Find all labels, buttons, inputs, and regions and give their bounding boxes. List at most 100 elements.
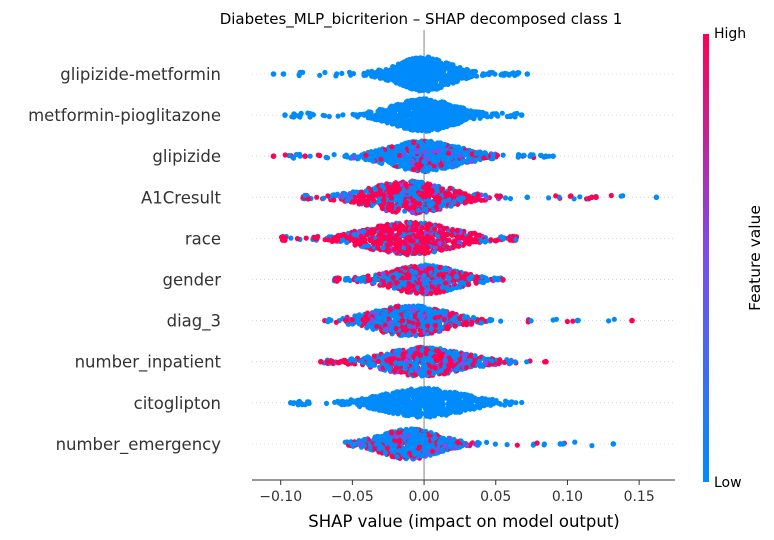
shap-point: [411, 198, 417, 204]
shap-point: [477, 232, 483, 238]
shap-point: [446, 267, 452, 273]
shap-point: [411, 139, 417, 146]
shap-point: [431, 249, 437, 255]
shap-point: [399, 317, 406, 323]
shap-point: [439, 100, 445, 106]
shap-point: [434, 86, 440, 92]
shap-point: [402, 312, 409, 318]
shap-point: [474, 73, 480, 79]
shap-point: [446, 323, 452, 330]
feature-label: metformin-pioglitazone: [28, 106, 221, 125]
shap-point: [392, 241, 398, 247]
feature-label: A1Cresult: [141, 188, 222, 207]
shap-point: [377, 75, 383, 81]
shap-point: [422, 250, 428, 256]
shap-point: [432, 309, 438, 315]
shap-point: [384, 326, 390, 332]
shap-point: [412, 269, 418, 275]
shap-point: [406, 118, 412, 124]
shap-point: [437, 278, 443, 284]
shap-point: [376, 196, 382, 202]
shap-point: [389, 204, 395, 210]
shap-outlier-point: [514, 71, 521, 77]
shap-point: [380, 152, 386, 158]
shap-point: [303, 235, 309, 241]
shap-outlier-point: [524, 194, 531, 201]
shap-point: [417, 331, 423, 338]
shap-point: [428, 290, 434, 296]
shap-point: [442, 190, 448, 197]
shap-point: [436, 272, 442, 278]
shap-outlier-point: [280, 71, 287, 77]
shap-point: [456, 243, 462, 249]
shap-point: [423, 237, 430, 243]
shap-point: [457, 190, 463, 196]
shap-point: [620, 193, 626, 199]
shap-point: [358, 200, 364, 206]
shap-point: [418, 228, 424, 234]
shap-point: [381, 192, 387, 198]
shap-point: [425, 143, 431, 149]
shap-point: [446, 70, 453, 76]
shap-point: [402, 61, 408, 67]
shap-point: [333, 276, 339, 282]
shap-point: [494, 277, 501, 283]
shap-point: [411, 275, 417, 281]
chart-title: Diabetes_MLP_bicriterion – SHAP decompos…: [220, 10, 623, 29]
shap-point: [406, 234, 413, 240]
shap-point: [421, 184, 427, 190]
shap-point: [348, 72, 354, 78]
shap-point: [337, 233, 343, 239]
shap-point: [381, 274, 387, 280]
shap-point: [437, 325, 443, 331]
shap-point: [429, 63, 435, 69]
shap-point: [421, 272, 427, 278]
shap-point: [494, 193, 500, 199]
shap-point: [385, 284, 391, 290]
shap-point: [393, 65, 399, 71]
shap-point: [422, 149, 428, 155]
shap-point: [394, 315, 400, 321]
shap-point: [515, 152, 522, 158]
shap-point: [440, 70, 446, 76]
shap-point: [365, 69, 371, 75]
shap-point: [446, 80, 452, 86]
shap-outlier-point: [270, 71, 277, 77]
feature-label: gender: [163, 271, 222, 290]
shap-point: [412, 123, 419, 129]
shap-point: [489, 69, 495, 76]
shap-point: [608, 192, 614, 199]
shap-point: [528, 152, 534, 158]
shap-point: [553, 316, 560, 322]
shap-point: [484, 195, 490, 201]
shap-point: [416, 304, 422, 310]
shap-point: [356, 321, 362, 327]
shap-point: [402, 110, 408, 116]
shap-point: [437, 240, 443, 246]
shap-point: [421, 281, 427, 287]
shap-point: [418, 58, 424, 64]
shap-point: [461, 315, 467, 321]
shap-point: [398, 102, 404, 109]
shap-point: [376, 308, 382, 314]
shap-point: [456, 315, 463, 321]
shap-point: [385, 277, 391, 283]
shap-point: [443, 280, 449, 286]
shap-point: [331, 152, 337, 158]
shap-point: [490, 155, 496, 162]
shap-point: [513, 236, 519, 242]
shap-point: [507, 237, 513, 243]
shap-point: [511, 111, 518, 117]
shap-point: [493, 112, 499, 118]
shap-point: [439, 234, 445, 240]
shap-outlier-point: [292, 112, 298, 118]
shap-point: [354, 276, 360, 282]
shap-point: [419, 289, 425, 295]
shap-point: [433, 159, 439, 165]
shap-point: [339, 70, 345, 76]
shap-point: [469, 319, 475, 325]
shap-point: [425, 181, 431, 187]
shap-point: [402, 161, 408, 167]
shap-point: [404, 68, 411, 74]
